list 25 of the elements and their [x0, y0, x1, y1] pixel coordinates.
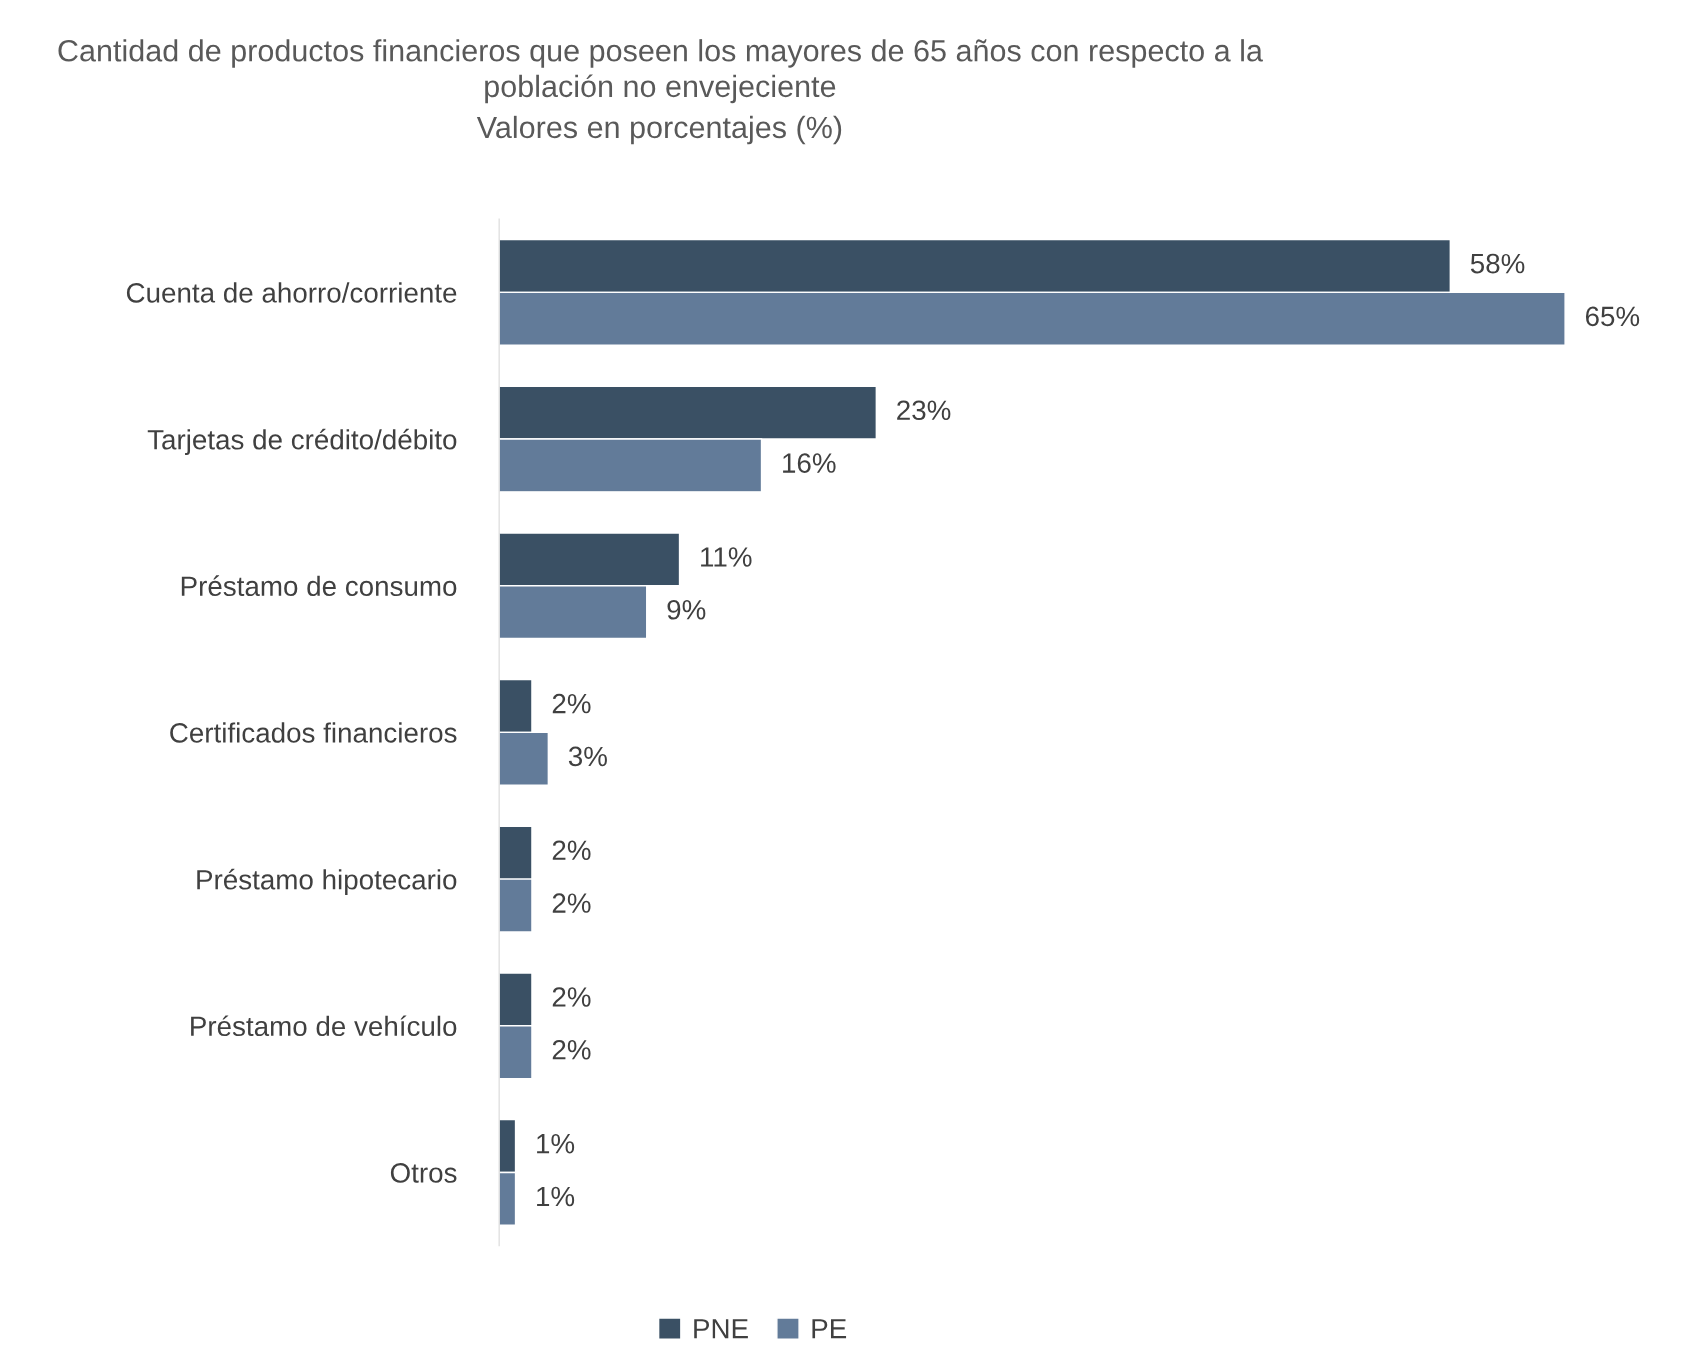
- data-label: 65%: [1585, 306, 1640, 327]
- data-label: 2%: [552, 987, 591, 1007]
- data-label: 2%: [552, 840, 591, 861]
- data-label: 3%: [568, 746, 607, 767]
- y-tick-label: Otros: [390, 1163, 457, 1183]
- data-label: 58%: [1470, 253, 1525, 274]
- data-label: 2%: [552, 893, 591, 913]
- data-label: 1%: [537, 1186, 575, 1207]
- data-label: 23%: [897, 400, 951, 421]
- data-label: 2%: [552, 1039, 591, 1060]
- legend-label: PNE: [694, 1319, 748, 1339]
- data-label: 16%: [783, 453, 836, 473]
- data-label: 1%: [537, 1133, 575, 1154]
- y-tick-label: Préstamo de vehículo: [191, 1015, 457, 1037]
- chart-subtitle: Valores en porcentajes (%): [476, 115, 842, 145]
- y-tick-label: Certificados financieros: [170, 722, 457, 743]
- y-tick-label: Tarjetas de crédito/débito: [147, 428, 457, 456]
- legend-label: PE: [812, 1319, 847, 1339]
- data-label: 2%: [552, 693, 591, 714]
- y-tick-label: Préstamo de consumo: [181, 575, 457, 597]
- chart-title: Cantidad de productos financieros que poseen los mayores de 65 años con respecto a la población no envejeciente: [58, 39, 1263, 104]
- y-tick-label: Préstamo hipotecario: [197, 868, 457, 896]
- data-label: 11%: [701, 547, 752, 567]
- data-label: 9%: [667, 599, 706, 620]
- y-tick-label: Cuenta de ahorro/corriente: [126, 282, 457, 303]
